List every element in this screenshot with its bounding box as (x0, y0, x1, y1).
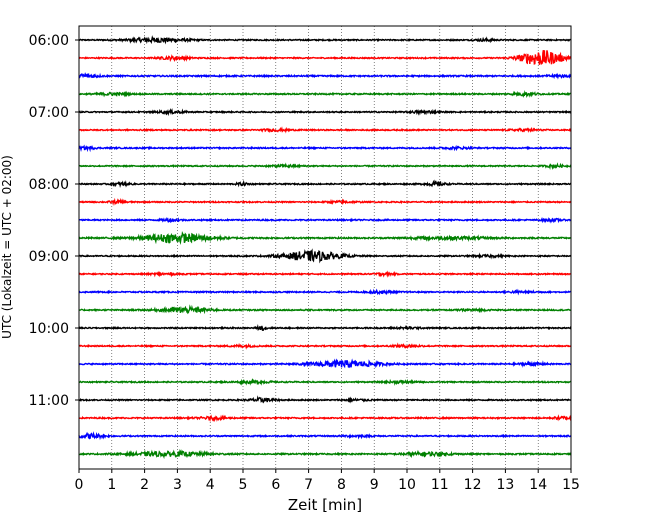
x-tick-label-7: 7 (304, 477, 313, 493)
x-axis: 0 1 2 3 4 5 6 7 8 9 10 11 12 13 14 15 (75, 469, 580, 493)
trace-0645 (78, 90, 571, 98)
traces (78, 35, 572, 460)
x-tick-label-6: 6 (271, 477, 280, 493)
x-tick-label-0: 0 (75, 477, 84, 493)
x-tick-label-10: 10 (398, 477, 416, 493)
x-tick-label-3: 3 (173, 477, 182, 493)
y-axis-label: UTC (Lokalzeit = UTC + 02:00) (0, 155, 14, 339)
trace-0715 (78, 126, 572, 134)
trace-1115 (78, 414, 572, 423)
x-tick-label-12: 12 (464, 477, 482, 493)
y-axis: 06:00 07:00 08:00 09:00 10:00 11:00 (29, 33, 79, 409)
trace-1045 (78, 378, 572, 386)
trace-0630 (78, 71, 572, 80)
x-tick-label-9: 9 (370, 477, 379, 493)
x-tick-label-11: 11 (431, 477, 449, 493)
x-tick-label-8: 8 (337, 477, 346, 493)
x-tick-label-2: 2 (140, 477, 149, 493)
trace-1100 (78, 395, 572, 404)
y-tick-label-0600: 06:00 (29, 33, 69, 49)
trace-0615 (78, 49, 572, 65)
x-tick-label-1: 1 (107, 477, 116, 493)
trace-1030 (78, 358, 572, 369)
y-tick-label-1000: 10:00 (29, 321, 69, 337)
y-tick-label-1100: 11:00 (29, 393, 69, 409)
trace-0800 (78, 179, 572, 189)
x-tick-label-5: 5 (239, 477, 248, 493)
trace-1015 (78, 342, 572, 350)
trace-0845 (78, 230, 572, 246)
trace-0745 (78, 162, 572, 171)
trace-1000 (78, 324, 572, 332)
trace-0700 (78, 108, 572, 117)
y-tick-label-0900: 09:00 (29, 249, 69, 265)
y-tick-label-0800: 08:00 (29, 177, 69, 193)
plot-frame (78, 25, 572, 470)
trace-0815 (78, 197, 572, 206)
y-tick-label-0700: 07:00 (29, 105, 69, 121)
trace-0930 (78, 288, 572, 296)
x-tick-label-15: 15 (562, 477, 580, 493)
x-tick-label-14: 14 (529, 477, 547, 493)
trace-0945 (78, 304, 572, 315)
trace-1130 (78, 431, 572, 441)
grid-lines (111, 26, 539, 469)
x-axis-label: Zeit [min] (288, 496, 362, 514)
x-tick-label-4: 4 (206, 477, 215, 493)
trace-1145 (78, 448, 572, 460)
trace-0600 (78, 35, 572, 45)
trace-0830 (78, 216, 572, 224)
x-tick-label-13: 13 (496, 477, 514, 493)
trace-0900 (78, 248, 572, 264)
trace-0730 (78, 144, 572, 153)
trace-0915 (78, 270, 572, 278)
